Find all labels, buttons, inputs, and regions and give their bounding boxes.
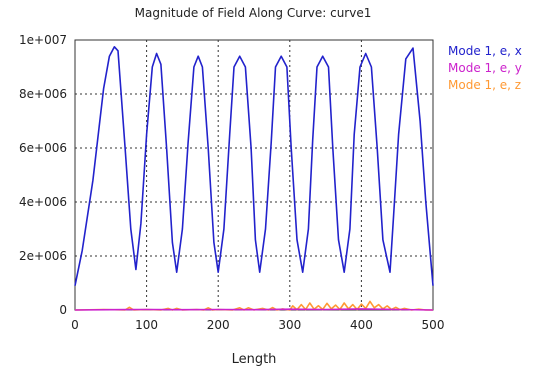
legend-entry: Mode 1, e, x (448, 44, 522, 58)
x-tick-label: 100 (135, 318, 158, 332)
series-line (74, 45, 434, 286)
chart-title: Magnitude of Field Along Curve: curve1 (135, 6, 372, 20)
y-tick-label: 2e+006 (19, 249, 67, 263)
y-tick-label: 0 (59, 303, 67, 317)
x-tick-label: 500 (422, 318, 445, 332)
x-tick-label: 200 (207, 318, 230, 332)
grid (75, 40, 433, 310)
x-tick-labels: 0 100 200 300 400 500 (71, 318, 444, 332)
y-tick-label: 4e+006 (19, 195, 67, 209)
x-tick-label: 400 (350, 318, 373, 332)
y-tick-labels: 0 2e+006 4e+006 6e+006 8e+006 1e+007 (19, 33, 67, 317)
series-line (74, 308, 434, 311)
series-lines (74, 45, 434, 311)
legend-entry: Mode 1, e, z (448, 78, 521, 92)
x-tick-label: 0 (71, 318, 79, 332)
x-axis-label: Length (232, 352, 277, 367)
y-tick-label: 6e+006 (19, 141, 67, 155)
legend: Mode 1, e, x Mode 1, e, y Mode 1, e, z (448, 44, 522, 92)
y-tick-label: 1e+007 (19, 33, 67, 47)
legend-entry: Mode 1, e, y (448, 61, 522, 75)
y-tick-label: 8e+006 (19, 87, 67, 101)
x-tick-label: 300 (278, 318, 301, 332)
